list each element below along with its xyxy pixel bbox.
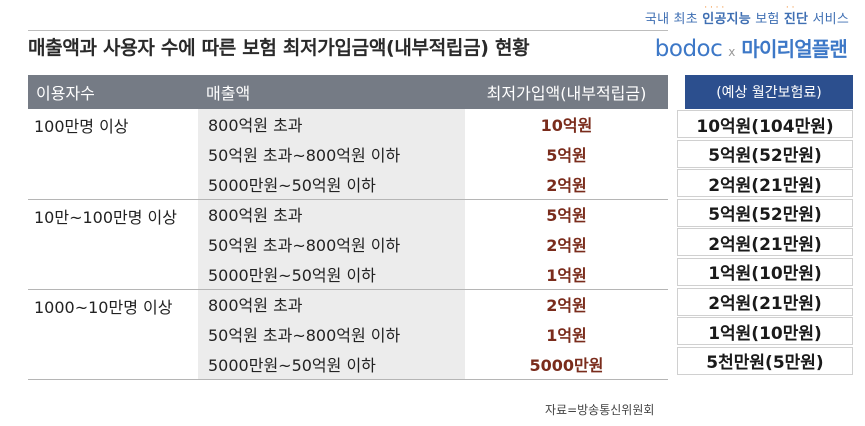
table-row: 50억원 초과~800억원 이하 5억원	[28, 139, 668, 169]
revenue-cell: 5000만원~50억원 이하	[198, 349, 465, 380]
revenue-cell: 800억원 초과	[198, 199, 465, 229]
tagline-text: 보험	[750, 12, 784, 27]
users-cell	[28, 259, 198, 290]
header-revenue: 매출액	[198, 75, 465, 109]
page-title: 매출액과 사용자 수에 따른 보험 최저가입금액(내부적립금) 현황	[28, 37, 530, 59]
table-row: 5000만원~50억원 이하 5000만원	[28, 349, 668, 380]
users-cell: 10만~100만명 이상	[34, 207, 177, 227]
users-cell	[28, 349, 198, 380]
users-cell	[28, 229, 198, 259]
brand-logo: bodoc x 마이리얼플랜	[654, 33, 848, 62]
min-amount-cell: 1억원	[546, 326, 587, 345]
min-amount-cell: 5000만원	[465, 349, 668, 380]
premium-header: (예상 월간보험료)	[685, 75, 853, 109]
tagline-diagnosis: 진단	[784, 12, 808, 27]
insurance-table: 이용자수 매출액 최저가입액(내부적립금) 100만명 이상 800억원 초과 …	[28, 75, 668, 380]
tagline-text: 서비스	[808, 12, 849, 27]
logo-separator: x	[728, 45, 736, 59]
tagline-ai: 인공지능	[702, 12, 751, 27]
min-amount-cell: 2억원	[546, 236, 587, 255]
revenue-cell: 50억원 초과~800억원 이하	[198, 139, 465, 169]
users-cell	[28, 169, 198, 200]
service-tagline: 국내 최초 인공지능 보험 진단 서비스	[645, 8, 849, 27]
myrealplan-logo: 마이리얼플랜	[741, 37, 847, 61]
revenue-cell: 800억원 초과	[198, 109, 465, 139]
premium-cell: 2억원(21만원)	[677, 287, 853, 316]
table-row: 50억원 초과~800억원 이하 1억원	[28, 319, 668, 349]
table-row: 5000만원~50억원 이하 2억원	[28, 169, 668, 200]
table-row: 100만명 이상 800억원 초과 10억원	[28, 109, 668, 139]
min-amount-cell: 5억원	[546, 206, 587, 226]
bodoc-logo: bodoc	[654, 36, 723, 62]
premium-list: 10억원(104만원) 5억원(52만원) 2억원(21만원) 5억원(52만원…	[677, 110, 853, 376]
table-row: 10만~100만명 이상 800억원 초과 5억원	[28, 199, 668, 229]
users-cell	[28, 139, 198, 169]
table-header-row: 이용자수 매출액 최저가입액(내부적립금)	[28, 75, 668, 109]
min-amount-cell: 2억원	[546, 296, 587, 316]
premium-cell: 1억원(10만원)	[677, 317, 853, 346]
min-amount-cell: 1억원	[465, 259, 668, 290]
premium-cell: 5억원(52만원)	[677, 198, 853, 227]
title-divider	[28, 30, 668, 31]
header-users: 이용자수	[28, 75, 198, 109]
premium-cell: 5억원(52만원)	[677, 139, 853, 168]
revenue-cell: 50억원 초과~800억원 이하	[198, 229, 465, 259]
header-min-amount: 최저가입액(내부적립금)	[465, 75, 668, 109]
table-row: 50억원 초과~800억원 이하 2억원	[28, 229, 668, 259]
premium-cell: 10억원(104만원)	[677, 110, 853, 138]
source-note: 자료=방송통신위원회	[545, 403, 655, 417]
users-cell	[28, 319, 198, 349]
min-amount-cell: 5억원	[546, 146, 587, 165]
premium-cell: 1억원(10만원)	[677, 257, 853, 286]
users-cell: 100만명 이상	[34, 117, 129, 136]
premium-cell: 2억원(21만원)	[677, 228, 853, 257]
revenue-cell: 50억원 초과~800억원 이하	[198, 319, 465, 349]
revenue-cell: 5000만원~50억원 이하	[198, 169, 465, 200]
revenue-cell: 5000만원~50억원 이하	[198, 259, 465, 290]
min-amount-cell: 10억원	[540, 116, 593, 135]
premium-cell: 2억원(21만원)	[677, 169, 853, 198]
users-cell: 1000~10만명 이상	[34, 297, 173, 317]
table-row: 1000~10만명 이상 800억원 초과 2억원	[28, 289, 668, 319]
tagline-text: 국내 최초	[644, 12, 703, 27]
min-amount-cell: 2억원	[465, 169, 668, 200]
premium-cell: 5천만원(5만원)	[677, 346, 853, 375]
revenue-cell: 800억원 초과	[198, 289, 465, 319]
table-row: 5000만원~50억원 이하 1억원	[28, 259, 668, 290]
